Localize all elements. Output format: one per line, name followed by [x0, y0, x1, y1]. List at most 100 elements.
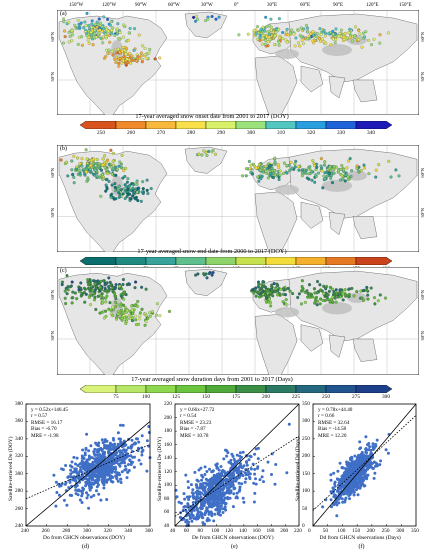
station-point [313, 301, 317, 305]
station-point [265, 288, 269, 292]
data-point [354, 482, 358, 486]
one-to-one-line [174, 403, 300, 527]
station-point [257, 282, 261, 286]
y-tick-label: 340 [15, 435, 23, 442]
data-point [191, 492, 195, 496]
station-point [324, 31, 328, 35]
station-point [277, 17, 281, 21]
data-point [254, 477, 257, 481]
station-point [113, 47, 117, 51]
station-point [99, 36, 103, 40]
station-point [303, 300, 307, 304]
colorbar-tick-label: 275 [352, 394, 360, 400]
station-point [339, 28, 343, 32]
data-point [103, 440, 107, 444]
station-point [122, 303, 126, 307]
station-point [114, 51, 118, 55]
data-point [232, 473, 236, 477]
station-point [315, 295, 319, 299]
station-point [71, 172, 75, 176]
data-point [124, 464, 127, 468]
station-point [273, 160, 277, 164]
data-point [113, 470, 117, 474]
data-point [74, 462, 77, 466]
station-point [126, 61, 130, 65]
station-point [88, 303, 92, 307]
data-point [368, 445, 372, 449]
station-point [86, 38, 90, 42]
y-tick-label: 140 [164, 455, 172, 462]
station-point [113, 34, 117, 38]
station-point [84, 24, 88, 28]
station-point [319, 297, 323, 301]
statistic-line: MRE = -1.98 [31, 432, 59, 439]
station-point [115, 27, 119, 31]
station-point [192, 15, 196, 19]
station-point [364, 30, 368, 34]
station-point [109, 308, 113, 312]
data-point [118, 473, 122, 477]
data-point [118, 449, 122, 453]
data-point [82, 465, 86, 469]
data-point [82, 487, 85, 491]
data-point [89, 444, 93, 448]
longitude-label: 120°W [102, 3, 117, 8]
station-point [354, 25, 358, 29]
station-point [349, 174, 353, 178]
data-point [193, 470, 197, 474]
colorbar-tick-label: 75 [113, 394, 119, 400]
station-point [61, 17, 65, 21]
station-point [92, 162, 96, 166]
data-point [178, 515, 182, 519]
x-tick-label: 280 [62, 528, 71, 534]
station-point [145, 178, 149, 182]
data-point [212, 473, 216, 477]
station-point [355, 166, 359, 170]
station-point [322, 284, 326, 288]
data-point [102, 486, 106, 490]
colorbar-tick-label: 310 [277, 130, 285, 136]
station-point [85, 34, 89, 38]
data-point [345, 490, 349, 494]
station-point [296, 295, 300, 299]
station-point [137, 322, 141, 326]
latitude-label-left: 30°N [50, 72, 55, 82]
y-tick-label: 0 [302, 523, 305, 529]
latitude-label-right: 60°N [420, 289, 424, 300]
data-point [232, 492, 236, 496]
data-point [209, 503, 213, 507]
station-point [84, 292, 88, 296]
data-point [97, 478, 101, 482]
data-point [365, 463, 369, 467]
data-point [332, 487, 336, 491]
data-point [85, 432, 89, 436]
station-point [75, 297, 79, 301]
station-point [324, 287, 328, 291]
data-point [358, 463, 362, 467]
data-point [234, 479, 238, 483]
data-point [105, 498, 109, 501]
statistic-line: y = 0.66x+27.72 [180, 407, 215, 413]
colorbar-segment [295, 257, 327, 265]
data-point [350, 462, 354, 466]
x-tick-label: 60 [183, 528, 190, 534]
station-point [300, 174, 304, 178]
station-point [310, 295, 314, 299]
station-point [278, 173, 282, 177]
station-point [315, 303, 319, 307]
station-point [122, 297, 126, 301]
station-point [93, 32, 97, 36]
data-point [330, 505, 333, 509]
station-point [89, 284, 93, 288]
data-point [98, 453, 102, 457]
data-point [366, 473, 370, 477]
data-point [273, 482, 277, 486]
data-point [114, 474, 118, 478]
station-point [121, 176, 125, 180]
station-point [254, 294, 258, 298]
station-point [126, 177, 130, 181]
station-point [104, 309, 108, 313]
data-point [75, 456, 79, 460]
station-point [119, 188, 123, 192]
station-point [74, 167, 78, 171]
